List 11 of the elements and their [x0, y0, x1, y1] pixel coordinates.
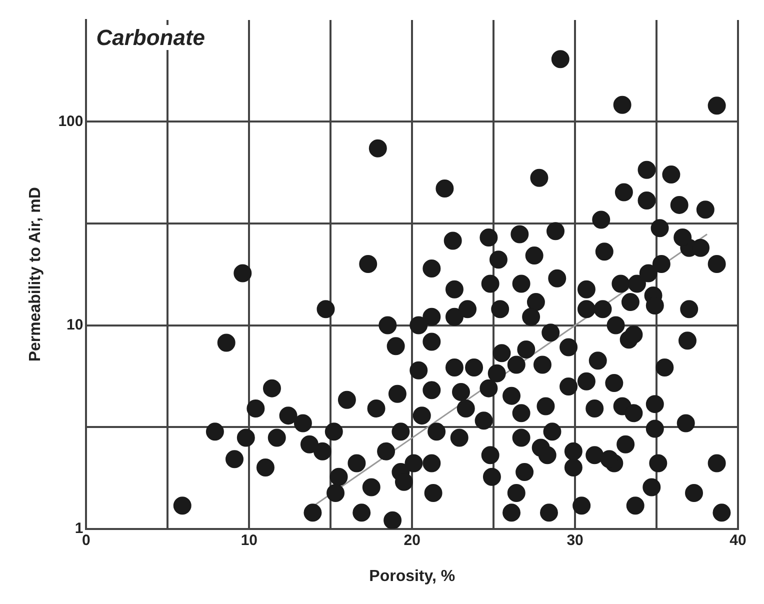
x-tick-label: 10 — [240, 532, 258, 549]
y-tick-label: 100 — [58, 112, 84, 130]
x-tick-label: 30 — [566, 532, 584, 549]
x-tick-label: 20 — [404, 532, 420, 549]
y-tick-label: 1 — [74, 520, 84, 537]
x-tick-label: 0 — [82, 532, 90, 549]
y-axis-title: Permeability to Air, mD — [27, 187, 44, 362]
annotation: Carbonate — [96, 25, 206, 50]
x-axis-title: Porosity, % — [369, 568, 456, 585]
x-tick-label: 40 — [730, 532, 746, 549]
y-tick-label: 10 — [66, 316, 84, 334]
